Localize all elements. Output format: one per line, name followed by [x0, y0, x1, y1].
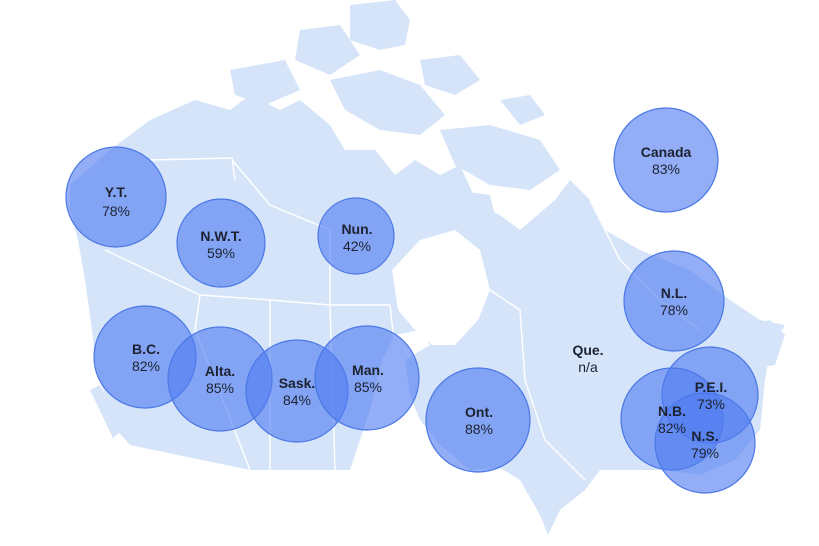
arctic-island-7: [500, 95, 545, 125]
nwt-name: N.W.T.: [200, 228, 241, 244]
nun-value: 42%: [343, 238, 371, 254]
yt-name: Y.T.: [105, 184, 128, 200]
label-layer: Y.T. 78% N.W.T. 59% Nun. 42% B.C. 82% Al…: [102, 144, 727, 461]
ont-value: 88%: [465, 421, 493, 437]
bc-value: 82%: [132, 358, 160, 374]
bubble-nwt[interactable]: [176, 198, 266, 288]
arctic-island-2: [295, 25, 360, 75]
ns-value: 79%: [691, 445, 719, 461]
nl-name: N.L.: [661, 285, 687, 301]
nb-value: 82%: [658, 420, 686, 436]
sask-name: Sask.: [279, 375, 316, 391]
bubble-man[interactable]: [314, 325, 420, 431]
que-name: Que.: [572, 342, 603, 358]
nwt-value: 59%: [207, 245, 235, 261]
canada-name: Canada: [641, 144, 692, 160]
vancouver-island: [90, 385, 122, 438]
arctic-island-4: [330, 70, 445, 135]
hudson-bay: [392, 230, 490, 345]
nb-name: N.B.: [658, 403, 686, 419]
newfoundland-island: [728, 320, 785, 370]
arctic-island-8: [455, 190, 495, 220]
border-yt-nwt: [149, 157, 236, 181]
alta-name: Alta.: [205, 363, 235, 379]
arctic-island-1: [350, 0, 410, 50]
nun-name: Nun.: [341, 221, 372, 237]
arctic-island-5: [440, 125, 560, 190]
border-ont-que: [489, 289, 586, 481]
bubble-layer: [65, 107, 759, 494]
pei-value: 73%: [697, 396, 725, 412]
man-value: 85%: [354, 379, 382, 395]
que-value: n/a: [578, 359, 598, 375]
land-layer: [70, 0, 785, 535]
bubble-ns[interactable]: [654, 392, 756, 494]
ns-name: N.S.: [691, 428, 718, 444]
arctic-island-6: [420, 55, 480, 95]
bubble-canada[interactable]: [613, 107, 719, 213]
bubble-nl[interactable]: [623, 250, 725, 352]
canada-value: 83%: [652, 161, 680, 177]
nl-value: 78%: [660, 302, 688, 318]
bubble-ont[interactable]: [425, 367, 531, 473]
border-nwt-nun: [231, 159, 331, 305]
bubble-nun[interactable]: [317, 197, 395, 275]
arctic-island-3: [230, 60, 300, 105]
pei-name: P.E.I.: [695, 379, 727, 395]
bubble-yt[interactable]: [65, 146, 167, 248]
man-name: Man.: [352, 362, 384, 378]
sask-value: 84%: [283, 392, 311, 408]
alta-value: 85%: [206, 380, 234, 396]
bc-name: B.C.: [132, 341, 160, 357]
ont-name: Ont.: [465, 404, 493, 420]
yt-value: 78%: [102, 203, 130, 219]
